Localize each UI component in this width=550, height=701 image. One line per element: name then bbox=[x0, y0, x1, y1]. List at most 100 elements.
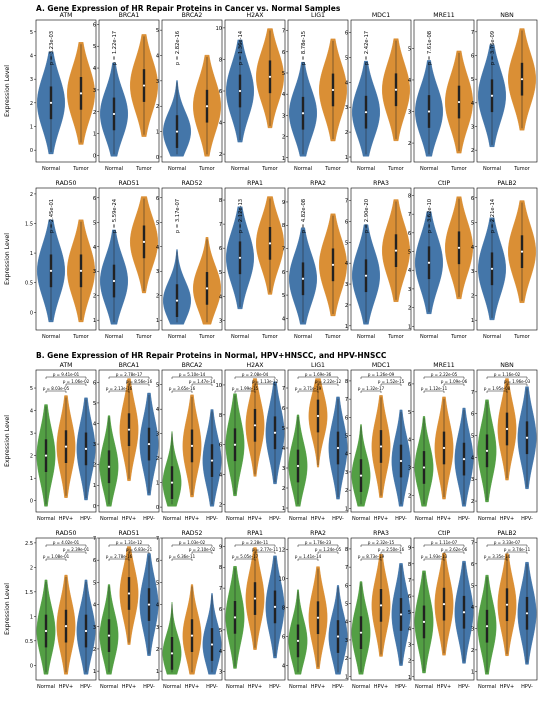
y-tick-label: 5 bbox=[93, 44, 96, 50]
y-tick-label: 2 bbox=[93, 647, 96, 653]
y-tick-label: 5 bbox=[219, 270, 222, 276]
y-tick-label: 6 bbox=[156, 196, 159, 202]
y-tick-label: 2 bbox=[471, 148, 474, 154]
x-tick-label: Tumor bbox=[324, 334, 341, 340]
panel-title: RAD51 bbox=[119, 530, 140, 537]
y-tick-label: 2 bbox=[408, 659, 411, 665]
median-dot bbox=[442, 446, 446, 450]
y-tick-label: 2 bbox=[156, 294, 159, 300]
y-tick-label: 8 bbox=[219, 198, 222, 204]
y-tick-label: 5 bbox=[471, 77, 474, 83]
p-value: p = 6.83e-21 bbox=[126, 547, 153, 552]
panel-a-nbn: NBN 2 3 4 5 6 7 Normal Tumor p = 3.76e-09 bbox=[471, 12, 538, 172]
x-tick-label: Tumor bbox=[450, 334, 467, 340]
y-tick-label: 5 bbox=[93, 580, 96, 586]
significance-bracket bbox=[171, 390, 193, 393]
panel-frame bbox=[35, 369, 97, 513]
y-tick-label: 6 bbox=[282, 406, 285, 412]
significance-bracket bbox=[108, 390, 130, 393]
x-tick-label: HPV- bbox=[269, 684, 281, 690]
p-value: p = 5.10e-14 bbox=[179, 372, 206, 377]
median-dot bbox=[331, 88, 335, 92]
p-value: p = 2.82e-16 bbox=[175, 31, 181, 65]
panel-frame bbox=[35, 19, 97, 163]
x-tick-label: HPV+ bbox=[500, 516, 514, 522]
panel-b-rad52: RAD52 1 2 3 4 5 6 7 Normal HPV+ HPV-p = 1.03e-02 p … bbox=[156, 530, 223, 690]
p-value: p = 2.78e-16 bbox=[106, 554, 133, 559]
significance-bracket bbox=[506, 551, 528, 554]
median-dot bbox=[505, 427, 509, 431]
panel-a-palb2: PALB2 1 2 3 4 5 6 Normal Tumor p = 2.21e-14 bbox=[471, 180, 538, 340]
x-tick-label: Normal bbox=[163, 684, 181, 690]
y-tick-label: 2 bbox=[345, 303, 348, 309]
median-dot bbox=[427, 261, 431, 264]
y-tick-label: 2 bbox=[345, 656, 348, 662]
y-tick-label: 1 bbox=[93, 483, 96, 489]
y-tick-label: 7 bbox=[471, 30, 474, 36]
significance-bracket bbox=[380, 551, 402, 554]
y-tick-label: 6 bbox=[93, 558, 96, 564]
x-tick-label: HPV- bbox=[395, 516, 407, 522]
y-tick-label: 5 bbox=[408, 250, 411, 256]
x-tick-label: Tumor bbox=[72, 334, 89, 340]
panel-b-atm: ATM 0 1 2 3 4 5 Normal HPV+ HPV-p = 9.41e-01 p = 1… bbox=[30, 362, 97, 522]
x-tick-label: Normal bbox=[289, 516, 307, 522]
p-value: p = 1.41e-14 bbox=[295, 554, 322, 559]
y-tick-label: 3 bbox=[408, 643, 411, 649]
median-dot bbox=[505, 603, 509, 606]
y-tick-label: 6 bbox=[471, 562, 474, 568]
median-dot bbox=[273, 431, 277, 434]
y-tick-label: 5 bbox=[345, 55, 348, 61]
median-dot bbox=[359, 631, 363, 634]
median-dot bbox=[44, 454, 48, 457]
median-dot bbox=[190, 444, 194, 447]
y-tick-label: 3 bbox=[471, 477, 474, 483]
panel-b-brca2: BRCA2 0 1 2 3 4 5 Normal HPV+ HPV-p = 5.10e-14 p =… bbox=[156, 362, 223, 522]
panel-a-rpa3: RPA3 1 2 3 4 5 6 7 Normal Tumor p = 2.90e-20 bbox=[345, 180, 412, 340]
y-tick-label: 3 bbox=[93, 88, 96, 94]
median-dot bbox=[190, 634, 194, 637]
panel-frame bbox=[35, 187, 97, 331]
x-tick-label: Normal bbox=[294, 166, 312, 172]
y-tick-label: 6 bbox=[471, 196, 474, 202]
median-dot bbox=[520, 250, 524, 253]
panel-a-rad52: RAD52 1 2 3 4 5 6 Normal Tumor p = 3.17e-07 bbox=[156, 180, 223, 340]
median-dot bbox=[147, 442, 151, 446]
panel-title: RAD52 bbox=[182, 180, 203, 187]
p-value: p = 1.36e-14 bbox=[238, 30, 244, 65]
panel-title: BRCA1 bbox=[119, 12, 140, 19]
x-tick-label: HPV+ bbox=[122, 516, 136, 522]
median-dot bbox=[399, 613, 403, 616]
median-dot bbox=[462, 611, 466, 614]
panel-frame bbox=[476, 537, 538, 681]
p-value: p = 2.45e-01 bbox=[49, 199, 55, 233]
median-dot bbox=[238, 256, 242, 259]
x-tick-label: Normal bbox=[415, 684, 433, 690]
x-tick-label: HPV- bbox=[458, 684, 470, 690]
panel-frame bbox=[161, 187, 223, 331]
y-tick-label: 3 bbox=[30, 77, 33, 83]
p-value: p = 2.78e-17 bbox=[116, 372, 143, 377]
y-tick-label: 4 bbox=[471, 605, 474, 611]
median-dot bbox=[268, 75, 272, 78]
y-tick-label: 3 bbox=[408, 465, 411, 471]
panel-title: BRCA1 bbox=[119, 362, 140, 369]
median-dot bbox=[485, 449, 489, 452]
median-dot bbox=[170, 481, 174, 484]
median-dot bbox=[525, 436, 529, 439]
y-tick-label: 6 bbox=[93, 22, 96, 28]
panel-a-rad51: RAD51 1 2 3 4 5 6 Normal Tumor p = 5.59e-24 bbox=[93, 180, 160, 340]
median-dot bbox=[238, 89, 242, 93]
y-tick-label: 3 bbox=[345, 105, 348, 111]
y-tick-label: 2 bbox=[30, 192, 33, 198]
significance-bracket bbox=[254, 383, 276, 386]
panel-frame bbox=[98, 187, 160, 331]
p-value: p = 3.23e-03 bbox=[49, 31, 55, 65]
p-value: p = 2.90e-20 bbox=[364, 199, 370, 233]
y-tick-label: 6 bbox=[282, 50, 285, 56]
y-tick-label: 4 bbox=[219, 121, 222, 127]
y-tick-label: 4 bbox=[471, 101, 474, 107]
y-tick-label: 1 bbox=[30, 476, 33, 482]
y-tick-label: 3 bbox=[408, 287, 411, 293]
p-value: p = 5.05e-17 bbox=[232, 554, 259, 559]
